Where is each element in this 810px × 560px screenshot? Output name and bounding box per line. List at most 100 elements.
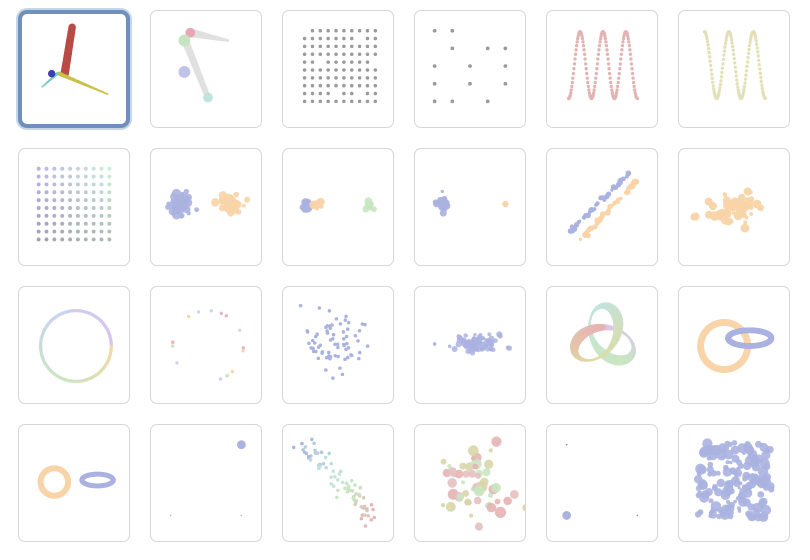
thumbnail-rainbow-dot-grid[interactable] bbox=[18, 148, 130, 266]
thumbnail-three-small-clusters[interactable] bbox=[282, 148, 394, 266]
scatter-point bbox=[479, 341, 484, 346]
thumbnail-sparse-circle[interactable] bbox=[150, 286, 262, 404]
scatter-point bbox=[742, 498, 751, 507]
scatter-point bbox=[487, 332, 492, 337]
scatter-point bbox=[302, 91, 307, 96]
thumbnail-cluster-and-outlier[interactable] bbox=[414, 148, 526, 266]
thumbnail-flat-gaussian[interactable] bbox=[414, 286, 526, 404]
thumbnail-mixed-blobs[interactable] bbox=[414, 424, 526, 542]
scatter-point bbox=[241, 346, 245, 350]
scatter-point bbox=[755, 42, 759, 46]
scatter-point bbox=[700, 484, 704, 488]
thumbnail-dense-blue-square[interactable] bbox=[678, 424, 790, 542]
scatter-point bbox=[300, 441, 304, 446]
scatter-point bbox=[334, 317, 339, 321]
scatter-point bbox=[570, 80, 575, 85]
scatter-point bbox=[459, 462, 467, 470]
thumbnail-parallel-lines[interactable] bbox=[546, 148, 658, 266]
thumbnail-two-tapered-lines[interactable] bbox=[150, 10, 262, 128]
scatter-point bbox=[724, 208, 728, 212]
scatter-point bbox=[333, 353, 338, 358]
scatter-point bbox=[317, 306, 322, 310]
scatter-point bbox=[596, 57, 600, 61]
scatter-point bbox=[697, 466, 705, 473]
thumbnail-single-point-corners[interactable] bbox=[546, 424, 658, 542]
thumbnail-sparse-dot-grid[interactable] bbox=[414, 10, 526, 128]
scatter-point bbox=[715, 209, 725, 219]
thumbnail-axes-3d[interactable] bbox=[18, 10, 130, 128]
scatter-point bbox=[326, 36, 330, 41]
scatter-point bbox=[342, 44, 346, 49]
scatter-point bbox=[36, 237, 41, 242]
scatter-point bbox=[468, 513, 474, 518]
scatter-point bbox=[604, 40, 608, 44]
scatter-point bbox=[586, 84, 591, 89]
scatter-point bbox=[75, 166, 80, 171]
scatter-point bbox=[744, 69, 749, 73]
scatter-point bbox=[733, 210, 744, 221]
scatter-point bbox=[718, 86, 722, 90]
scatter-point bbox=[598, 323, 606, 331]
scatter-point bbox=[716, 478, 726, 488]
scatter-point bbox=[107, 182, 112, 187]
scatter-point bbox=[732, 56, 736, 61]
thumbnail-two-clusters[interactable] bbox=[150, 148, 262, 266]
scatter-point bbox=[618, 67, 622, 71]
scatter-point bbox=[231, 205, 236, 210]
scatter-point bbox=[52, 213, 57, 218]
scatter-point bbox=[349, 91, 354, 96]
scatter-point bbox=[365, 36, 370, 41]
thumbnail-trefoil-knot[interactable] bbox=[546, 286, 658, 404]
scatter-point bbox=[362, 504, 367, 509]
scatter-point bbox=[473, 332, 477, 337]
thumbnail-plot bbox=[169, 440, 246, 517]
scatter-point bbox=[740, 202, 747, 208]
scatter-point bbox=[362, 205, 370, 213]
scatter-point bbox=[742, 461, 752, 471]
scatter-point bbox=[91, 190, 96, 195]
scatter-point bbox=[60, 229, 65, 234]
scatter-point bbox=[318, 91, 323, 96]
thumbnail-orange-scatter[interactable] bbox=[678, 148, 790, 266]
scatter-point bbox=[175, 361, 179, 365]
thumbnail-sine-wave-pink[interactable] bbox=[546, 10, 658, 128]
scatter-point bbox=[605, 48, 609, 52]
scatter-point bbox=[366, 202, 371, 207]
scatter-point bbox=[336, 345, 340, 350]
thumbnail-linked-rings[interactable] bbox=[678, 286, 790, 404]
scatter-point bbox=[598, 36, 603, 41]
scatter-point bbox=[110, 477, 116, 483]
scatter-point bbox=[363, 322, 367, 327]
scatter-point bbox=[44, 174, 49, 179]
thumbnail-unlinked-rings[interactable] bbox=[18, 424, 130, 542]
scatter-point bbox=[302, 36, 307, 41]
scatter-point bbox=[315, 207, 320, 211]
scatter-point bbox=[731, 440, 738, 446]
thumbnail-sine-wave-olive[interactable] bbox=[678, 10, 790, 128]
scatter-point bbox=[768, 334, 775, 341]
scatter-point bbox=[75, 221, 80, 226]
scatter-point bbox=[479, 347, 484, 352]
scatter-point bbox=[334, 83, 338, 88]
scatter-point bbox=[594, 76, 598, 80]
thumbnail-rainbow-circle[interactable] bbox=[18, 286, 130, 404]
scatter-point bbox=[68, 206, 73, 210]
scatter-point bbox=[593, 84, 597, 89]
scatter-point bbox=[318, 464, 322, 469]
scatter-point bbox=[745, 473, 752, 480]
thumbnail-corner-points[interactable] bbox=[150, 424, 262, 542]
scatter-point bbox=[503, 81, 508, 86]
scatter-point bbox=[710, 76, 714, 81]
thumbnail-dense-dot-grid[interactable] bbox=[282, 10, 394, 128]
scatter-point bbox=[99, 237, 104, 242]
scatter-point bbox=[630, 180, 636, 187]
scatter-point bbox=[582, 52, 587, 56]
scatter-point bbox=[752, 199, 762, 209]
scatter-point bbox=[342, 60, 346, 64]
scatter-point bbox=[369, 502, 374, 507]
thumbnail-blue-scatter[interactable] bbox=[282, 286, 394, 404]
scatter-point bbox=[572, 62, 577, 66]
thumbnail-diagonal-multicolor[interactable] bbox=[282, 424, 394, 542]
scatter-point bbox=[174, 194, 179, 199]
scatter-point bbox=[341, 330, 346, 334]
